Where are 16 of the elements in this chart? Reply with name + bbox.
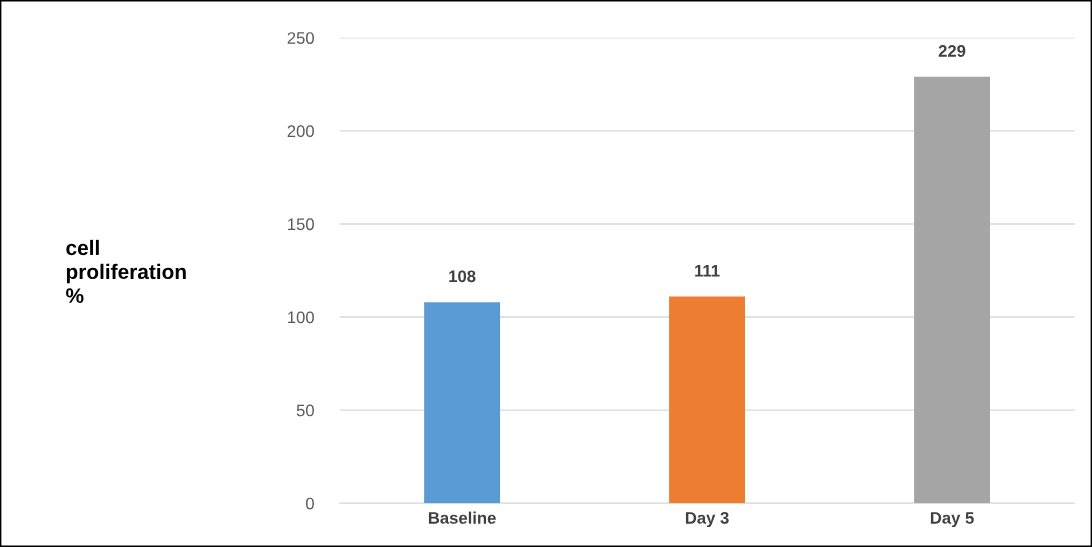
y-tick-label: 200: [287, 125, 314, 138]
data-label: 108: [449, 270, 476, 283]
bar: [424, 302, 501, 504]
x-tick-label: Day 5: [930, 512, 974, 528]
y-tick-label: 250: [287, 32, 314, 44]
y-tick-label: 50: [296, 404, 314, 417]
data-label: 229: [938, 45, 966, 57]
y-axis-title: cell proliferation %: [66, 239, 186, 303]
y-tick-label: 100: [288, 311, 314, 324]
y-tick-label: 150: [288, 218, 314, 231]
y-tick-label: 0: [305, 497, 314, 510]
data-label: 111: [695, 264, 720, 277]
x-tick-label: Day 3: [685, 512, 729, 528]
bar: [669, 296, 746, 504]
bar: [914, 76, 991, 504]
x-tick-label: Baseline: [428, 511, 496, 524]
